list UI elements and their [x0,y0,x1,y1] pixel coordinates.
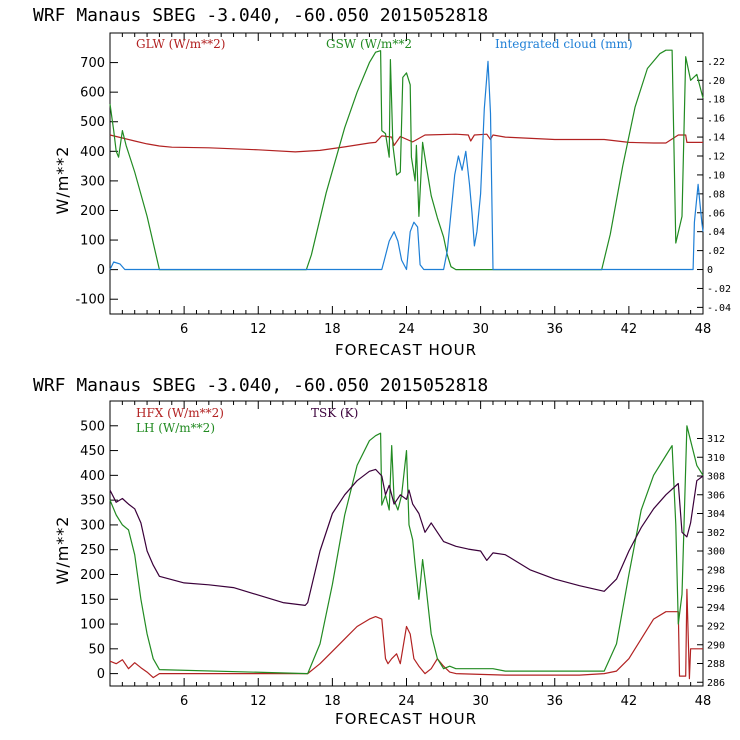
x-tick-label: 36 [546,322,563,337]
y2-tick-label: .18 [707,95,725,106]
y2-tick-label: 310 [707,453,725,464]
legend-glw: GLW (W/m**2) [136,37,225,51]
y2-tick-label: .22 [707,57,725,68]
axis-ticks-top: 6 12 18 24 30 36 42 48 -100 0 100 200 300 400 500 600 70… [75,33,731,337]
x-tick-label: 18 [324,322,341,337]
y-tick-label: 200 [80,204,105,219]
legend-integrated-cloud: Integrated cloud (mm) [495,37,633,51]
x-tick-label: 24 [398,322,415,337]
y2-tick-label: -.02 [707,284,731,295]
y-tick-label: 450 [80,444,105,459]
y-tick-label: 150 [80,593,105,608]
plot-frame-bottom [109,400,704,687]
series-line-tsk [109,468,704,607]
y2-tick-label: .16 [707,114,725,125]
x-tick-label: 48 [695,694,712,709]
x-tick-label: 42 [621,322,638,337]
series-line-gsw [109,49,704,271]
series-line-glw [109,133,703,153]
y-tick-label: 250 [80,543,105,558]
y2-tick-label: .08 [707,189,725,200]
y-tick-label: 300 [80,518,105,533]
chart-bottom-heat-flux: WRF Manaus SBEG -3.040, -60.050 20150528… [33,375,725,728]
y2-tick-label: .20 [707,76,725,87]
y2-tick-label: 290 [707,640,725,651]
plot-frame-top [109,32,704,315]
legend-gsw: GSW (W/m**2 [326,37,412,51]
y2-tick-label: 312 [707,434,725,445]
y2-tick-label: 288 [707,659,725,670]
series-line-integrated [109,60,704,271]
series-lines-top [109,49,704,271]
y2-tick-label: .04 [707,227,725,238]
series-line-lh [109,425,704,675]
axis-ticks-bottom: 6 12 18 24 30 36 42 48 0 50 100 150 200 250 300 350 400 4… [80,401,725,709]
y2-tick-label: 296 [707,584,725,595]
x-tick-label: 18 [324,694,341,709]
y-tick-label: 50 [88,642,105,657]
y2-tick-label: .12 [707,151,725,162]
x-tick-label: 48 [695,322,712,337]
legend-hfx: HFX (W/m**2) [136,406,224,420]
x-tick-label: 6 [180,694,188,709]
y2-tick-label: 304 [707,509,725,520]
y-tick-label: 100 [80,618,105,633]
y-tick-label: 500 [80,115,105,130]
y-tick-label: 300 [80,174,105,189]
y-tick-label: 400 [80,145,105,160]
y-tick-label: 700 [80,56,105,71]
y2-tick-label: .02 [707,246,725,257]
y-tick-label: 100 [80,234,105,249]
x-tick-label: 12 [250,322,267,337]
x-tick-label: 36 [546,694,563,709]
chart-title-bottom: WRF Manaus SBEG -3.040, -60.050 20150528… [33,375,488,396]
y2-tick-label: .06 [707,208,725,219]
chart-top-radiation-cloud: WRF Manaus SBEG -3.040, -60.050 20150528… [33,5,731,359]
y-axis-label-top: W/m**2 [53,146,72,215]
y2-tick-label: 300 [707,547,725,558]
y-tick-label: -100 [75,293,105,308]
y2-tick-label: 302 [707,528,725,539]
x-tick-label: 30 [472,694,489,709]
x-axis-label-bottom: FORECAST HOUR [335,710,477,728]
x-tick-label: 6 [180,322,188,337]
y-tick-label: 400 [80,469,105,484]
y2-tick-label: 308 [707,472,725,483]
y2-tick-label: 0 [707,265,713,276]
y-tick-label: 600 [80,86,105,101]
y2-tick-label: .14 [707,133,725,144]
y2-tick-label: .10 [707,170,725,181]
x-tick-label: 24 [398,694,415,709]
x-tick-label: 12 [250,694,267,709]
y2-tick-label: 286 [707,678,725,689]
y-tick-label: 500 [80,419,105,434]
x-tick-label: 30 [472,322,489,337]
series-line-hfx [109,588,703,680]
series-lines-bottom [109,425,704,680]
y2-tick-label: 298 [707,565,725,576]
legend-lh: LH (W/m**2) [136,421,215,435]
legend-tsk: TSK (K) [311,406,358,420]
y-tick-label: 0 [97,263,105,278]
y2-tick-label: 294 [707,603,725,614]
y-tick-label: 350 [80,494,105,509]
y-tick-label: 0 [97,667,105,682]
y2-tick-label: 306 [707,490,725,501]
y-axis-label-bottom: W/m**2 [53,516,72,585]
chart-title-top: WRF Manaus SBEG -3.040, -60.050 20150528… [33,5,488,26]
x-axis-label-top: FORECAST HOUR [335,341,477,359]
y2-tick-label: 292 [707,622,725,633]
x-tick-label: 42 [621,694,638,709]
y2-tick-label: -.04 [707,303,731,314]
y-tick-label: 200 [80,568,105,583]
